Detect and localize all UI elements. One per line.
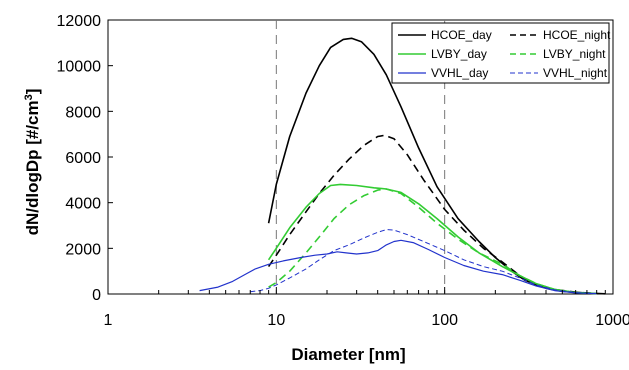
x-tick-label: 100 [431,312,458,329]
x-tick-label: 1 [104,312,113,329]
series-layer [199,37,606,295]
series-line-vvhl-night [250,229,597,294]
y-tick-label: 0 [92,287,101,304]
y-axis-title-main: dN/dlogDp [#/cm [23,100,42,235]
plot-area [107,19,614,295]
y-tick-label: 8000 [65,104,101,121]
legend-label: HCOE_day [431,28,492,42]
y-axis-title-superscript: 3 [23,94,35,100]
legend-label: LVBY_night [543,47,606,61]
x-tick-label: 1000 [595,312,629,329]
legend-label: VVHL_day [431,66,488,80]
y-tick-label: 12000 [57,13,102,30]
x-tick-label: 10 [267,312,285,329]
legend: HCOE_day HCOE_night LVBY_day LVBY_night VVHL… [391,22,611,84]
legend-box [391,22,610,84]
y-tick-label: 10000 [57,59,102,76]
y-axis-title: dN/dlogDp [#/cm3] [23,89,42,236]
y-axis: 0 2000 4000 6000 8000 10000 12000 [57,13,113,304]
legend-label: HCOE_night [543,28,611,42]
y-axis-title-suffix: ] [23,89,42,95]
series-line-hcoe-night [267,134,597,295]
y-tick-label: 2000 [65,241,101,258]
x-axis-title: Diameter [nm] [291,345,405,364]
legend-label: LVBY_day [431,47,487,61]
series-line-lvby-night [268,188,597,295]
series-line-vvhl-day [199,239,597,295]
legend-label: VVHL_night [543,66,608,80]
y-tick-label: 4000 [65,196,101,213]
x-axis: 1 10 100 1000 [104,287,629,329]
y-tick-label: 6000 [65,150,101,167]
